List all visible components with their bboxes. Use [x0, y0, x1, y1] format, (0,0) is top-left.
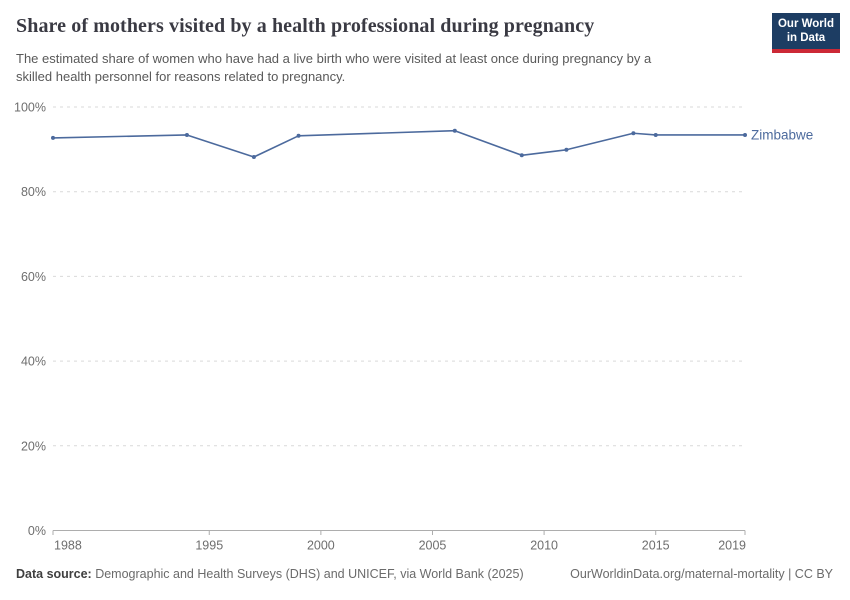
data-point[interactable]	[743, 132, 747, 137]
data-point[interactable]	[296, 133, 301, 138]
data-point[interactable]	[452, 128, 457, 133]
data-point[interactable]	[653, 132, 658, 137]
x-axis-tick-label: 2019	[718, 539, 746, 553]
x-axis-tick-label: 2000	[307, 539, 335, 553]
data-point[interactable]	[51, 135, 55, 140]
series-label-zimbabwe[interactable]: Zimbabwe	[751, 127, 813, 142]
y-axis-tick-label: 60%	[21, 270, 46, 284]
x-axis-tick-label: 1995	[195, 539, 223, 553]
data-source-text: Demographic and Health Surveys (DHS) and…	[91, 567, 524, 581]
y-axis-tick-label: 20%	[21, 439, 46, 453]
data-point[interactable]	[631, 131, 636, 136]
x-axis-tick-label: 2005	[419, 539, 447, 553]
x-axis-tick-label: 1988	[54, 539, 82, 553]
data-source-label: Data source:	[16, 567, 92, 581]
chart-footer: Data source: Demographic and Health Surv…	[16, 567, 833, 581]
x-axis-tick-label: 2015	[642, 539, 670, 553]
chart-subtitle-line2: skilled health personnel for reasons rel…	[16, 68, 346, 84]
owid-logo-line1: Our World	[777, 18, 834, 30]
owid-citation-link[interactable]: OurWorldinData.org/maternal-mortality | …	[570, 567, 833, 581]
owid-logo-line2: in Data	[786, 31, 826, 44]
x-axis-tick-label: 2010	[530, 539, 558, 553]
data-line-zimbabwe[interactable]	[52, 129, 746, 158]
data-point[interactable]	[519, 153, 524, 158]
chart-subtitle-line1: The estimated share of women who have ha…	[16, 51, 652, 66]
owid-logo[interactable]: Our World in Data	[772, 13, 840, 53]
data-source-note: Data source: Demographic and Health Surv…	[16, 567, 524, 581]
data-point[interactable]	[564, 147, 569, 152]
data-point[interactable]	[251, 154, 256, 159]
y-axis-tick-label: 100%	[14, 101, 46, 115]
y-axis-tick-label: 0%	[28, 524, 46, 538]
y-axis-tick-label: 40%	[21, 355, 46, 369]
data-point[interactable]	[184, 132, 189, 137]
chart-subtitle: The estimated share of women who have ha…	[16, 50, 776, 85]
y-axis-tick-label: 80%	[21, 185, 46, 199]
page-title: Share of mothers visited by a health pro…	[16, 15, 595, 37]
